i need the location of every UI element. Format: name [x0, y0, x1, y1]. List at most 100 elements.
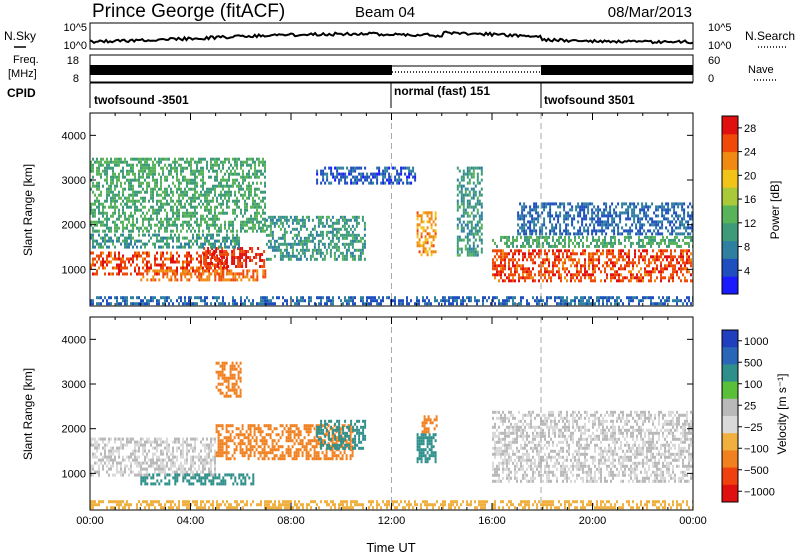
heatmap-cell	[150, 187, 152, 191]
heatmap-cell	[134, 172, 136, 176]
heatmap-cell	[174, 220, 176, 224]
heatmap-cell	[90, 220, 92, 224]
heatmap-cell	[544, 261, 546, 265]
heatmap-cell	[480, 238, 483, 242]
heatmap-cell	[208, 193, 210, 197]
heatmap-cell	[639, 229, 642, 233]
heatmap-cell	[669, 232, 672, 236]
heatmap-cell	[331, 227, 334, 231]
heatmap-cell	[154, 278, 157, 282]
heatmap-cell	[136, 190, 138, 194]
heatmap-cell	[356, 175, 359, 179]
heatmap-cell	[296, 302, 298, 306]
heatmap-cell	[343, 257, 346, 261]
heatmap-cell	[568, 241, 570, 245]
heatmap-cell	[176, 160, 178, 164]
heatmap-cell	[618, 241, 620, 245]
heatmap-cell	[228, 226, 230, 230]
heatmap-cell	[258, 163, 260, 167]
heatmap-cell	[573, 226, 576, 230]
heatmap-cell	[124, 160, 126, 164]
heatmap-cell	[668, 244, 670, 248]
heatmap-cell	[146, 251, 148, 255]
heatmap-cell	[402, 299, 404, 303]
heatmap-cell	[598, 235, 600, 239]
heatmap-cell	[632, 258, 634, 262]
heatmap-cell	[214, 278, 217, 282]
heatmap-cell	[556, 302, 558, 306]
heatmap-cell	[548, 241, 550, 245]
heatmap-cell	[563, 229, 566, 233]
freq-bar-segment-3	[541, 65, 693, 75]
heatmap-cell	[108, 302, 110, 306]
heatmap-cell	[400, 172, 403, 176]
heatmap-cell	[464, 299, 466, 303]
heatmap-cell	[562, 261, 564, 265]
heatmap-cell	[158, 160, 160, 164]
heatmap-cell	[211, 262, 214, 265]
heatmap-cell	[500, 261, 502, 265]
heatmap-cell	[605, 208, 608, 212]
heatmap-cell	[140, 272, 143, 276]
heatmap-cell	[104, 199, 106, 203]
heatmap-cell	[626, 276, 628, 280]
heatmap-cell	[630, 276, 632, 280]
heatmap-cell	[520, 249, 522, 253]
heatmap-cell	[540, 270, 542, 274]
heatmap-cell	[144, 169, 146, 173]
heatmap-cell	[136, 302, 138, 306]
heatmap-cell	[226, 184, 228, 188]
heatmap-cell	[446, 299, 448, 303]
heatmap-cell	[504, 241, 506, 245]
heatmap-cell	[236, 302, 238, 306]
heatmap-cell	[575, 232, 578, 236]
heatmap-cell	[128, 236, 130, 240]
heatmap-cell	[494, 296, 496, 300]
heatmap-cell	[574, 299, 576, 303]
heatmap-cell	[166, 296, 168, 300]
heatmap-cell	[428, 235, 431, 239]
heatmap-cell	[114, 229, 116, 233]
heatmap-cell	[500, 267, 502, 271]
heatmap-cell	[126, 226, 128, 230]
heatmap-cell	[624, 252, 626, 256]
heatmap-cell	[142, 461, 144, 465]
heatmap-cell	[100, 236, 102, 240]
heatmap-cell	[462, 196, 465, 200]
heatmap-cell	[584, 296, 586, 300]
heatmap-cell	[460, 202, 463, 206]
heatmap-cell	[102, 458, 104, 462]
heatmap-cell	[586, 244, 588, 248]
heatmap-cell	[517, 223, 520, 227]
heatmap-cell	[106, 217, 108, 221]
heatmap-cell	[287, 242, 290, 246]
heatmap-cell	[254, 169, 256, 173]
heatmap-cell	[295, 221, 298, 225]
heatmap-cell	[642, 279, 644, 283]
heatmap-cell	[264, 202, 266, 206]
heatmap-cell	[130, 157, 132, 161]
heatmap-cell	[684, 267, 686, 271]
heatmap-cell	[520, 244, 522, 248]
heatmap-cell	[667, 229, 670, 233]
heatmap-cell	[690, 252, 692, 256]
heatmap-cell	[128, 458, 130, 462]
heatmap-cell	[166, 211, 168, 215]
heatmap-cell	[180, 193, 182, 197]
heatmap-cell	[305, 245, 308, 249]
heatmap-cell	[594, 258, 596, 262]
heatmap-cell	[242, 169, 244, 173]
heatmap-cell	[641, 202, 644, 206]
heatmap-cell	[528, 252, 530, 256]
heatmap-cell	[162, 302, 164, 306]
heatmap-cell	[92, 236, 94, 240]
heatmap-cell	[658, 241, 660, 245]
heatmap-cell	[340, 166, 343, 170]
heatmap-cell	[608, 249, 610, 253]
heatmap-cell	[531, 232, 534, 236]
heatmap-cell	[176, 169, 178, 173]
heatmap-cell	[136, 272, 138, 276]
heatmap-cell	[148, 163, 150, 167]
heatmap-cell	[613, 211, 616, 215]
